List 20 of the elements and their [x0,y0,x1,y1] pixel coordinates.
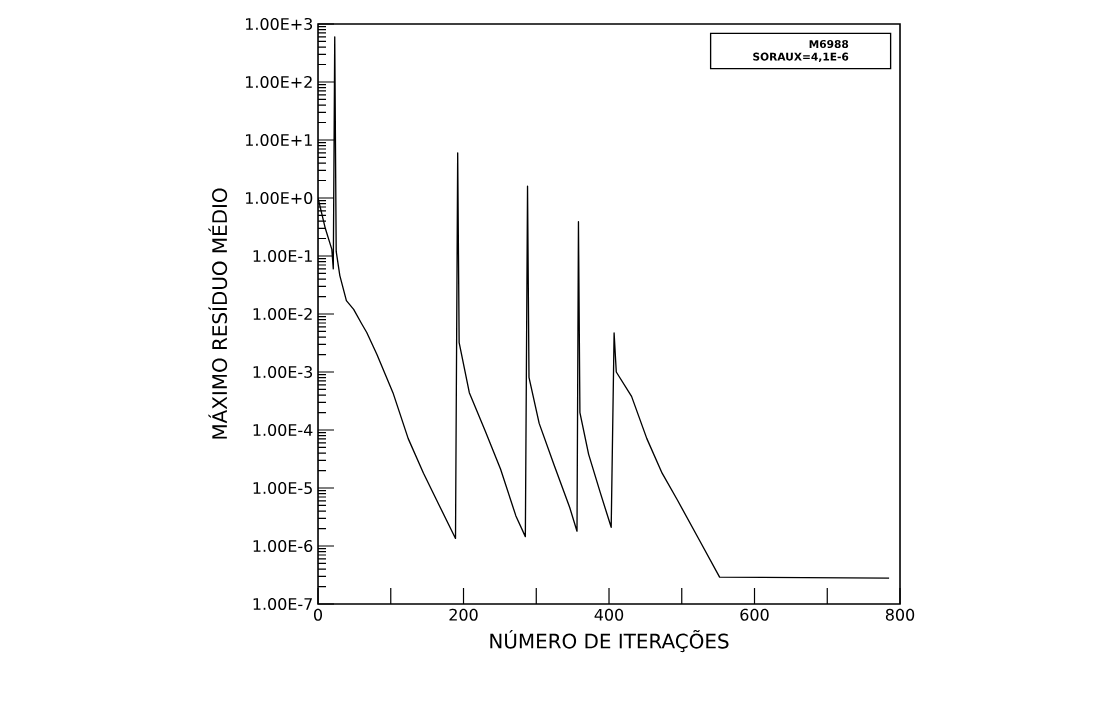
x-tick-label: 600 [740,608,769,621]
annotation: SORAUX=4,1E-6 [753,52,849,62]
y-tick-label: 1.00E+1 [246,133,312,147]
y-tick-label: 1.00E-5 [253,481,312,495]
y-tick-label: 1.00E+3 [246,17,313,31]
y-tick-label: 1.00E-3 [253,365,313,379]
y-tick-label: 1.00E+2 [246,75,312,89]
y-tick-label: 1.00E-7 [253,597,312,611]
y-tick-label: 1.00E-1 [253,249,312,263]
x-tick-label: 400 [594,608,624,621]
y-tick-label: 1.00E-6 [253,539,313,553]
y-tick-label: 1.00E-4 [253,423,313,437]
x-tick-label: 0 [313,608,323,621]
annotation: M6988 [809,39,849,49]
x-tick-label: 800 [885,608,915,621]
y-axis-title: MÁXIMO RESÍDUO MÉDIO [208,188,228,439]
y-tick-label: 1.00E+0 [246,191,313,205]
y-tick-label: 1.00E-2 [253,307,312,321]
x-tick-label: 200 [449,608,478,621]
x-axis-title: NÚMERO DE ITERAÇÕES [490,629,729,653]
